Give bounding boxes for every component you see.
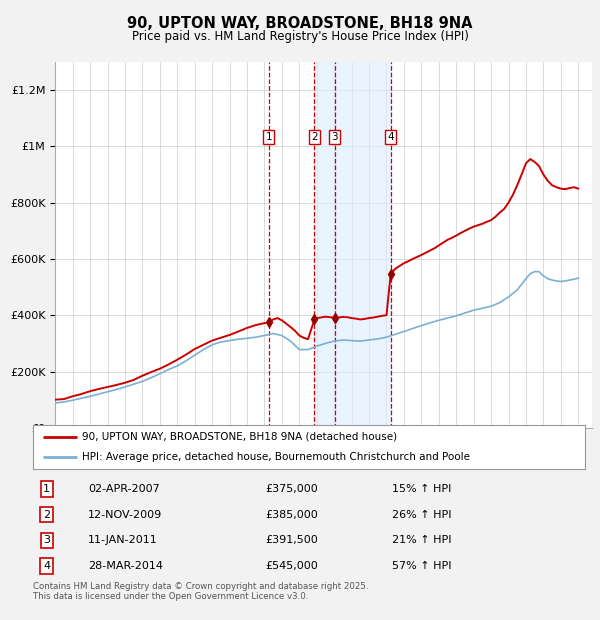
Text: 90, UPTON WAY, BROADSTONE, BH18 9NA: 90, UPTON WAY, BROADSTONE, BH18 9NA bbox=[127, 16, 473, 31]
Text: £545,000: £545,000 bbox=[265, 561, 317, 571]
Text: £375,000: £375,000 bbox=[265, 484, 317, 494]
Text: 3: 3 bbox=[43, 536, 50, 546]
Text: £385,000: £385,000 bbox=[265, 510, 317, 520]
Text: 28-MAR-2014: 28-MAR-2014 bbox=[88, 561, 163, 571]
Text: Contains HM Land Registry data © Crown copyright and database right 2025.
This d: Contains HM Land Registry data © Crown c… bbox=[33, 582, 368, 601]
Text: 2: 2 bbox=[43, 510, 50, 520]
Text: 1: 1 bbox=[43, 484, 50, 494]
Text: £391,500: £391,500 bbox=[265, 536, 317, 546]
Text: 4: 4 bbox=[43, 561, 50, 571]
Text: 02-APR-2007: 02-APR-2007 bbox=[88, 484, 160, 494]
Text: 4: 4 bbox=[388, 132, 394, 142]
Text: 3: 3 bbox=[332, 132, 338, 142]
Text: HPI: Average price, detached house, Bournemouth Christchurch and Poole: HPI: Average price, detached house, Bour… bbox=[82, 452, 470, 463]
Text: 90, UPTON WAY, BROADSTONE, BH18 9NA (detached house): 90, UPTON WAY, BROADSTONE, BH18 9NA (det… bbox=[82, 432, 397, 442]
Text: 12-NOV-2009: 12-NOV-2009 bbox=[88, 510, 163, 520]
Text: 26% ↑ HPI: 26% ↑ HPI bbox=[392, 510, 451, 520]
Text: 11-JAN-2011: 11-JAN-2011 bbox=[88, 536, 158, 546]
Text: 21% ↑ HPI: 21% ↑ HPI bbox=[392, 536, 451, 546]
Text: 57% ↑ HPI: 57% ↑ HPI bbox=[392, 561, 451, 571]
Bar bbox=[314, 62, 391, 428]
Text: Price paid vs. HM Land Registry's House Price Index (HPI): Price paid vs. HM Land Registry's House … bbox=[131, 30, 469, 43]
Text: 1: 1 bbox=[265, 132, 272, 142]
Text: 15% ↑ HPI: 15% ↑ HPI bbox=[392, 484, 451, 494]
Text: 2: 2 bbox=[311, 132, 318, 142]
